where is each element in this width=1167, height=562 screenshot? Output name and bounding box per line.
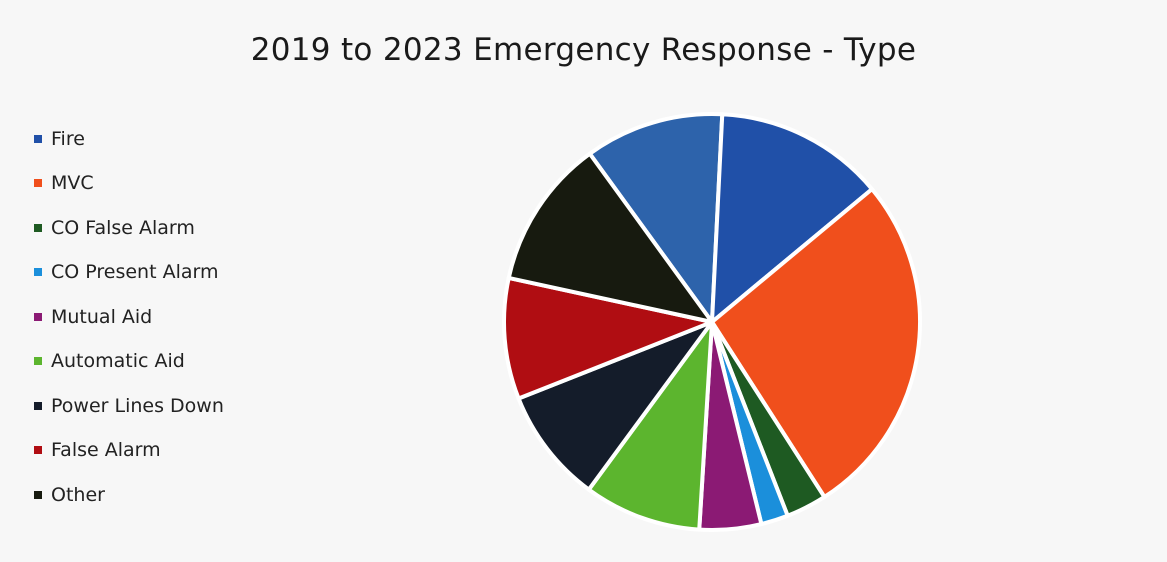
legend-label: Automatic Aid <box>51 350 185 372</box>
legend-swatch <box>34 401 42 410</box>
chart-title: 2019 to 2023 Emergency Response - Type <box>250 32 917 68</box>
pie-slice-fire-part-1 <box>587 112 725 324</box>
legend-item-fire: Fire <box>34 123 224 154</box>
legend-item-power-lines-down: Power Lines Down <box>34 390 224 421</box>
legend-label: Power Lines Down <box>51 394 224 417</box>
legend: Fire MVC CO False Alarm CO Present Alarm Mut… <box>34 123 224 524</box>
legend-item-mutual-aid: Mutual Aid <box>34 301 224 332</box>
pie-slice-automatic-aid <box>586 320 714 532</box>
legend-label: Fire <box>51 127 85 150</box>
legend-swatch <box>34 312 42 321</box>
legend-label: False Alarm <box>51 439 161 461</box>
legend-label: Other <box>51 483 105 506</box>
legend-item-co-present-alarm: CO Present Alarm <box>34 257 224 288</box>
legend-swatch <box>34 490 42 499</box>
legend-item-false-alarm: False Alarm <box>34 435 224 466</box>
pie-slice-fire-part-2 <box>710 112 875 324</box>
legend-swatch <box>34 223 42 232</box>
pie-slice-power-lines-down <box>516 320 714 492</box>
legend-label: MVC <box>51 172 94 194</box>
legend-swatch <box>34 268 42 276</box>
legend-label: Mutual Aid <box>51 305 153 328</box>
legend-label: CO False Alarm <box>51 216 195 239</box>
legend-item-co-false-alarm: CO False Alarm <box>34 212 224 243</box>
legend-swatch <box>34 134 42 143</box>
legend-swatch <box>34 446 42 454</box>
legend-swatch <box>34 357 42 365</box>
legend-label: CO Present Alarm <box>51 261 219 283</box>
pie-slice-false-alarm <box>502 275 714 401</box>
legend-item-other: Other <box>34 479 224 510</box>
pie-slice-mvc <box>710 187 922 499</box>
legend-item-mvc: MVC <box>34 168 224 199</box>
pie-slice-other <box>506 151 714 324</box>
legend-item-automatic-aid: Automatic Aid <box>34 346 224 377</box>
legend-swatch <box>34 179 42 187</box>
